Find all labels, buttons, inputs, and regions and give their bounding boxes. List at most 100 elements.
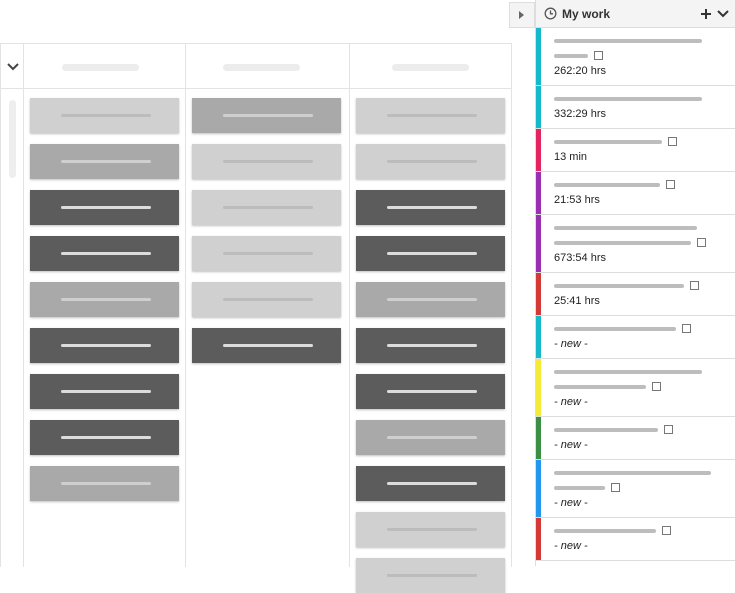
work-item[interactable]: - new - [536,460,735,518]
work-item[interactable]: - new - [536,359,735,417]
work-item[interactable]: 673:54 hrs [536,215,735,273]
card-title-placeholder [223,298,313,301]
item-color-bar [536,28,541,85]
work-item[interactable]: - new - [536,417,735,460]
panel: My work 262:20 hrs 332:29 hrs 13 min 21:53 … [535,0,735,566]
board [0,43,512,593]
external-link-icon[interactable] [682,324,691,333]
card[interactable] [30,466,179,501]
card-title-placeholder [387,252,477,255]
card-title-placeholder [387,574,477,577]
card[interactable] [192,328,341,363]
card[interactable] [30,236,179,271]
item-title-placeholder [554,370,702,374]
external-link-icon[interactable] [611,483,620,492]
item-title-placeholder [554,284,684,288]
card[interactable] [356,282,505,317]
card-title-placeholder [387,482,477,485]
external-link-icon[interactable] [666,180,675,189]
card[interactable] [356,466,505,501]
item-color-bar [536,359,541,416]
work-item[interactable]: 262:20 hrs [536,28,735,86]
column-title-placeholder [392,64,469,71]
card-title-placeholder [387,436,477,439]
card[interactable] [356,236,505,271]
item-time: - new - [554,396,588,408]
external-link-icon[interactable] [668,137,677,146]
card-title-placeholder [223,114,313,117]
card[interactable] [356,374,505,409]
work-item[interactable]: 332:29 hrs [536,86,735,129]
item-title-placeholder [554,385,646,389]
external-link-icon[interactable] [662,526,671,535]
card-title-placeholder [387,528,477,531]
item-color-bar [536,417,541,459]
card[interactable] [30,144,179,179]
external-link-icon[interactable] [697,238,706,247]
card[interactable] [356,190,505,225]
card[interactable] [192,144,341,179]
toggle-panel[interactable] [509,2,535,28]
add-button[interactable] [700,8,712,20]
item-time: 262:20 hrs [554,65,606,77]
card[interactable] [30,374,179,409]
external-link-icon[interactable] [652,382,661,391]
card[interactable] [192,190,341,225]
work-item[interactable]: - new - [536,518,735,561]
card[interactable] [30,282,179,317]
card[interactable] [356,144,505,179]
card-title-placeholder [61,160,151,163]
card-title-placeholder [387,114,477,117]
column-title-placeholder [223,64,300,71]
card[interactable] [356,328,505,363]
panel-title: My work [562,7,611,21]
item-color-bar [536,460,541,517]
card[interactable] [30,98,179,133]
item-title-placeholder [554,327,676,331]
card[interactable] [356,420,505,455]
item-title-placeholder [554,471,711,475]
item-title-placeholder [554,54,588,58]
card[interactable] [30,328,179,363]
card-title-placeholder [223,252,313,255]
external-link-icon[interactable] [690,281,699,290]
card-title-placeholder [61,252,151,255]
work-item[interactable]: 25:41 hrs [536,273,735,316]
card[interactable] [356,558,505,593]
work-item[interactable]: 21:53 hrs [536,172,735,215]
card[interactable] [192,236,341,271]
item-time: 25:41 hrs [554,295,600,307]
external-link-icon[interactable] [664,425,673,434]
card-title-placeholder [223,160,313,163]
item-time: 332:29 hrs [554,108,606,120]
work-item[interactable]: - new - [536,316,735,359]
collapse-icon[interactable] [7,63,19,71]
card-title-placeholder [387,298,477,301]
item-title-placeholder [554,241,691,245]
item-title-placeholder [554,529,656,533]
clock-icon [544,7,557,20]
card[interactable] [356,98,505,133]
item-title-placeholder [554,39,702,43]
card[interactable] [192,98,341,133]
card-title-placeholder [223,344,313,347]
item-time: - new - [554,439,588,451]
item-time: - new - [554,338,588,350]
item-title-placeholder [554,486,605,490]
card[interactable] [30,190,179,225]
item-time: 13 min [554,151,588,163]
item-title-placeholder [554,140,662,144]
menu-button[interactable] [717,10,729,18]
item-color-bar [536,273,541,315]
card[interactable] [30,420,179,455]
item-color-bar [536,86,541,128]
work-item[interactable]: 13 min [536,129,735,172]
column-title-placeholder [62,64,139,71]
card[interactable] [356,512,505,547]
external-link-icon[interactable] [594,51,603,60]
column-divider [185,44,186,567]
card[interactable] [192,282,341,317]
scrollbar [9,100,16,178]
card-title-placeholder [387,344,477,347]
item-title-placeholder [554,428,658,432]
